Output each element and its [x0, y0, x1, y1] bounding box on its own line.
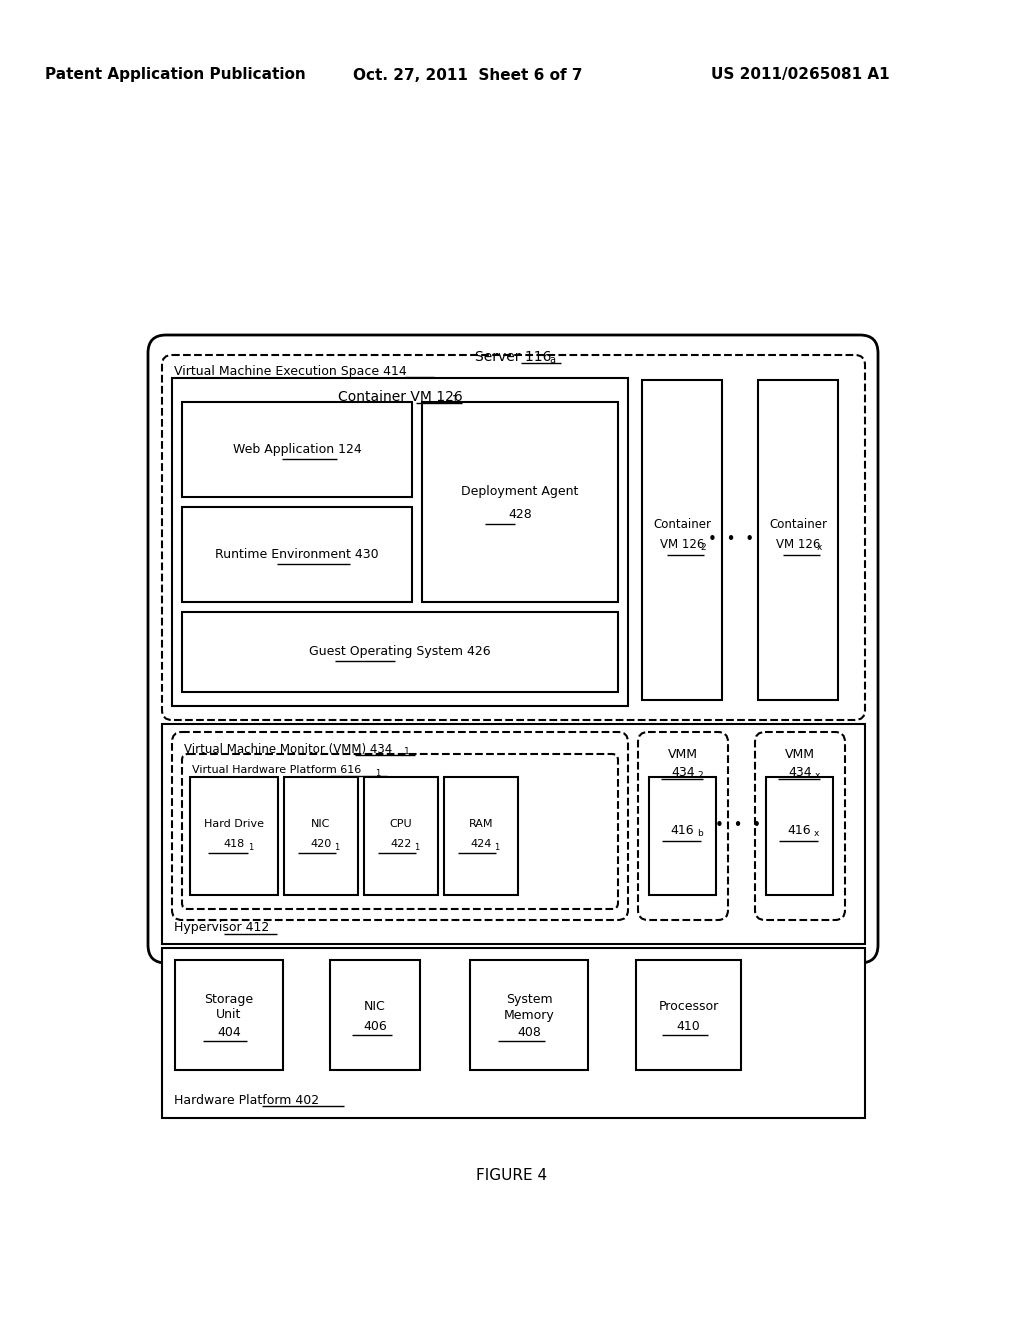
Bar — [444, 777, 518, 895]
Text: 2: 2 — [697, 771, 702, 780]
Text: 434: 434 — [671, 766, 695, 779]
Text: Container: Container — [769, 519, 827, 532]
Text: 422: 422 — [390, 840, 412, 849]
Text: Hypervisor 412: Hypervisor 412 — [174, 921, 269, 935]
Text: 2: 2 — [700, 544, 706, 553]
Bar — [422, 403, 618, 602]
Text: Hardware Platform 402: Hardware Platform 402 — [174, 1093, 319, 1106]
Bar — [284, 777, 358, 895]
Text: x: x — [814, 771, 819, 780]
Text: FIGURE 4: FIGURE 4 — [476, 1167, 548, 1183]
Text: 410: 410 — [677, 1020, 700, 1034]
Bar — [470, 960, 588, 1071]
Text: 418: 418 — [223, 840, 245, 849]
Text: 428: 428 — [508, 507, 531, 520]
Text: 1: 1 — [335, 842, 340, 851]
Bar — [766, 777, 833, 895]
Text: 408: 408 — [517, 1027, 541, 1040]
Text: 1: 1 — [495, 842, 500, 851]
Text: NIC: NIC — [365, 1001, 386, 1014]
Text: 1: 1 — [415, 842, 420, 851]
Bar — [182, 612, 618, 692]
Text: a: a — [549, 355, 555, 366]
Text: VM 126: VM 126 — [659, 539, 705, 552]
Text: Container VM 126: Container VM 126 — [338, 389, 463, 404]
Text: 424: 424 — [470, 840, 492, 849]
Text: 406: 406 — [364, 1020, 387, 1034]
Bar — [182, 403, 412, 498]
Text: Server 116: Server 116 — [475, 350, 551, 364]
Text: CPU: CPU — [390, 818, 413, 829]
Bar — [172, 378, 628, 706]
Text: 434: 434 — [788, 766, 812, 779]
Text: Runtime Environment 430: Runtime Environment 430 — [215, 548, 379, 561]
FancyBboxPatch shape — [162, 355, 865, 719]
Text: 416: 416 — [671, 825, 694, 837]
Text: 1: 1 — [404, 747, 410, 756]
Text: US 2011/0265081 A1: US 2011/0265081 A1 — [711, 67, 889, 82]
Text: 1: 1 — [249, 842, 254, 851]
Bar — [182, 507, 412, 602]
FancyBboxPatch shape — [148, 335, 878, 964]
Text: Deployment Agent: Deployment Agent — [462, 486, 579, 499]
Text: Virtual Machine Monitor (VMM) 434: Virtual Machine Monitor (VMM) 434 — [184, 742, 392, 755]
Text: 420: 420 — [310, 840, 332, 849]
Text: b: b — [696, 829, 702, 838]
FancyBboxPatch shape — [172, 733, 628, 920]
Text: x: x — [814, 829, 819, 838]
Text: 416: 416 — [787, 825, 811, 837]
Text: Virtual Hardware Platform 616: Virtual Hardware Platform 616 — [193, 766, 361, 775]
Bar — [758, 380, 838, 700]
Text: x: x — [816, 544, 821, 553]
Bar — [162, 948, 865, 1118]
Text: •  •  •: • • • — [715, 818, 761, 833]
Bar — [636, 960, 741, 1071]
Text: System: System — [506, 993, 552, 1006]
Bar — [175, 960, 283, 1071]
Text: Web Application 124: Web Application 124 — [232, 444, 361, 455]
Bar — [330, 960, 420, 1071]
Text: Virtual Machine Execution Space 414: Virtual Machine Execution Space 414 — [174, 366, 407, 379]
Text: Unit: Unit — [216, 1008, 242, 1022]
Text: Processor: Processor — [658, 1001, 719, 1014]
Text: 1: 1 — [376, 768, 381, 777]
Text: 1: 1 — [452, 395, 458, 405]
Text: VMM: VMM — [668, 747, 698, 760]
Bar — [364, 777, 438, 895]
Text: VMM: VMM — [785, 747, 815, 760]
Text: Container: Container — [653, 519, 711, 532]
FancyBboxPatch shape — [638, 733, 728, 920]
Text: Storage: Storage — [205, 993, 254, 1006]
FancyBboxPatch shape — [755, 733, 845, 920]
Bar — [642, 380, 722, 700]
Bar — [162, 723, 865, 944]
Text: RAM: RAM — [469, 818, 494, 829]
Text: 404: 404 — [217, 1027, 241, 1040]
Text: Patent Application Publication: Patent Application Publication — [45, 67, 305, 82]
Text: Hard Drive: Hard Drive — [204, 818, 264, 829]
Bar — [649, 777, 716, 895]
Text: VM 126: VM 126 — [776, 539, 820, 552]
FancyBboxPatch shape — [182, 754, 618, 909]
Text: Guest Operating System 426: Guest Operating System 426 — [309, 645, 490, 659]
Text: Oct. 27, 2011  Sheet 6 of 7: Oct. 27, 2011 Sheet 6 of 7 — [353, 67, 583, 82]
Bar — [190, 777, 278, 895]
Text: •  •  •: • • • — [708, 532, 754, 548]
Text: NIC: NIC — [311, 818, 331, 829]
Text: Memory: Memory — [504, 1008, 554, 1022]
